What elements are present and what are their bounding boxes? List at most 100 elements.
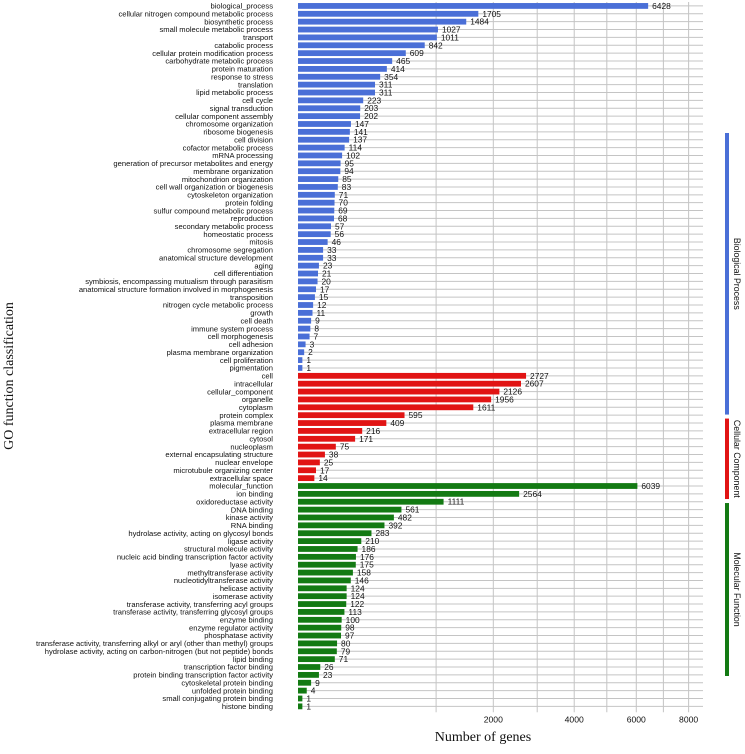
y-axis-title: GO function classification (2, 302, 17, 450)
bar (298, 648, 337, 655)
category-label: transport (243, 33, 274, 42)
value-label: 1611 (477, 402, 495, 412)
bar (298, 703, 303, 710)
bar (298, 89, 376, 96)
value-label: 23 (323, 261, 333, 271)
value-label: 20 (322, 276, 332, 286)
bar (298, 176, 339, 182)
bar (298, 357, 303, 363)
bar (298, 302, 314, 308)
value-label: 175 (360, 560, 374, 570)
category-label: secondary metabolic process (175, 222, 274, 231)
category-label: growth (250, 309, 273, 318)
value-label: 216 (366, 426, 380, 436)
value-label: 465 (396, 56, 410, 66)
category-label: cell (262, 372, 274, 381)
value-label: 311 (379, 88, 393, 98)
value-label: 80 (341, 638, 351, 648)
category-label: protein maturation (212, 65, 273, 74)
bar (298, 113, 361, 120)
bar (298, 451, 325, 458)
category-label: transcription factor binding (184, 663, 273, 672)
value-label: 33 (327, 253, 337, 263)
value-label: 137 (353, 135, 367, 145)
bar (298, 601, 347, 607)
value-label: 6428 (652, 1, 671, 11)
value-label: 100 (346, 615, 360, 625)
category-label: cellular component assembly (175, 112, 273, 121)
bar (298, 498, 444, 505)
category-label: generation of precursor metabolites and … (113, 159, 273, 168)
bar (298, 593, 347, 600)
bar (298, 160, 341, 167)
value-label: 392 (388, 520, 402, 530)
value-label: 56 (335, 229, 345, 239)
category-label: mitosis (249, 238, 273, 247)
category-label: extracellular region (209, 427, 273, 436)
category-label: enzyme regulator activity (189, 623, 273, 632)
bar (298, 10, 479, 17)
group-strip (725, 133, 729, 415)
category-label: sulfur compound metabolic process (154, 206, 274, 215)
bar (298, 73, 381, 80)
category-label: unfolded protein binding (192, 686, 273, 695)
category-label: anatomical structure development (159, 253, 274, 262)
value-label: 1 (306, 355, 311, 365)
tick-layer: 2000 4000 6000 8000 (484, 714, 699, 724)
bar (298, 286, 317, 293)
value-label: 171 (359, 434, 373, 444)
category-label: carbohydrate metabolic process (165, 57, 273, 66)
category-label: homeostatic process (203, 230, 273, 239)
group-strip (725, 503, 729, 676)
bar (298, 435, 356, 442)
bar (298, 317, 312, 324)
group-label: Biological Process (732, 238, 742, 310)
group-label: Cellular Component (732, 420, 742, 498)
bar (298, 278, 318, 285)
value-label: 1956 (495, 394, 514, 404)
bar (298, 191, 335, 198)
value-label: 223 (367, 95, 381, 105)
category-label: plasma membrane organization (167, 348, 273, 357)
bar (298, 18, 467, 25)
bar (298, 262, 319, 269)
category-label: chromosome segregation (187, 246, 273, 255)
category-label: cell division (234, 135, 273, 144)
bar (298, 333, 310, 340)
category-label: helicase activity (220, 584, 273, 593)
bar (298, 577, 351, 584)
category-label: methyltransferase activity (187, 568, 273, 577)
bar (298, 664, 321, 670)
category-label: kinase activity (226, 513, 273, 522)
value-label: 146 (355, 575, 369, 585)
value-label: 2126 (503, 387, 522, 397)
bar (298, 506, 402, 513)
bar (298, 569, 353, 576)
value-label: 23 (323, 670, 333, 680)
bar (298, 396, 492, 403)
category-label: protein folding (225, 198, 273, 207)
bar-layer (298, 3, 649, 710)
bar (298, 475, 315, 482)
category-label: ligase activity (228, 537, 273, 546)
value-label: 8 (314, 324, 319, 334)
category-label: phosphatase activity (204, 631, 273, 640)
value-label: 1 (306, 701, 311, 711)
value-label: 609 (410, 48, 424, 58)
bar (298, 65, 387, 72)
value-label: 17 (320, 284, 330, 294)
category-label: intracellular (234, 379, 273, 388)
bar (298, 309, 313, 316)
bar (298, 585, 347, 592)
bar (298, 365, 303, 371)
category-label: nuclear envelope (215, 458, 273, 467)
value-label: 113 (348, 607, 362, 617)
category-label: molecular_function (209, 482, 273, 491)
bar (298, 467, 317, 474)
x-tick-label: 2000 (484, 714, 503, 724)
bar (298, 483, 638, 489)
bar (298, 215, 335, 222)
group-strip (725, 418, 729, 500)
category-label: immune system process (191, 324, 273, 333)
